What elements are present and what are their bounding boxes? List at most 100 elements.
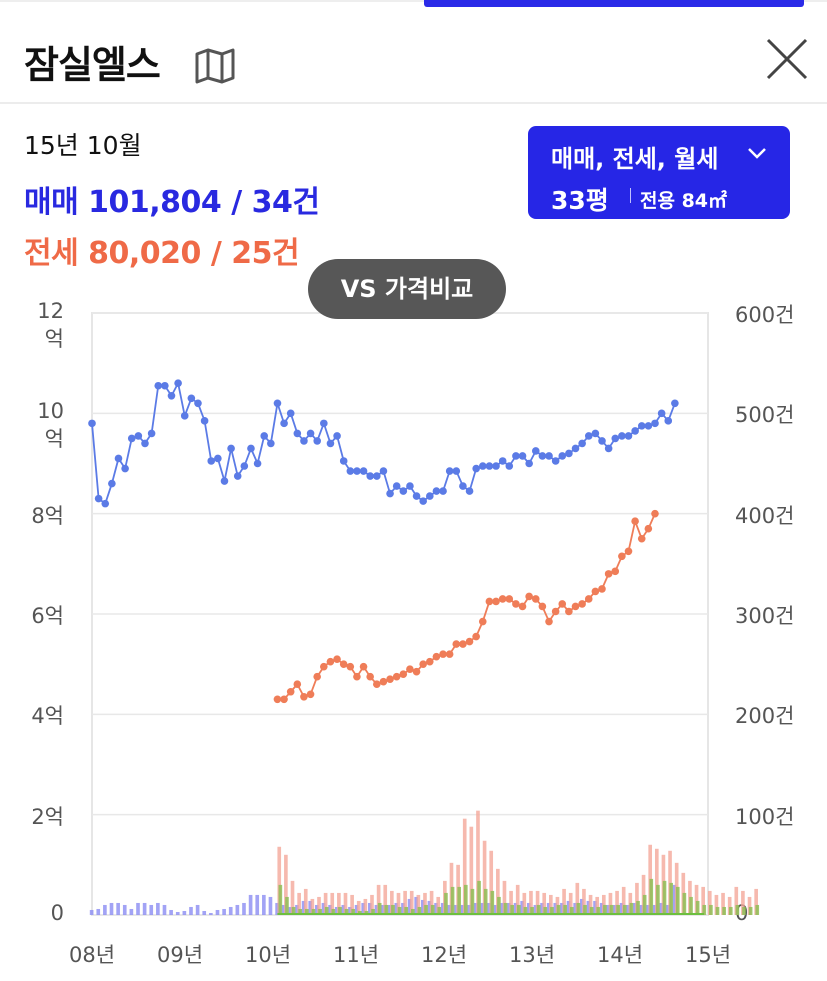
volume-bar	[394, 902, 399, 915]
data-point	[392, 672, 401, 681]
x-tick-label: 10년	[244, 943, 292, 967]
volume-bar	[487, 902, 491, 915]
data-point	[624, 547, 633, 556]
volume-bar	[549, 894, 553, 915]
volume-bar	[308, 900, 313, 915]
volume-bar	[424, 904, 428, 915]
series-line	[277, 513, 656, 701]
data-point	[200, 417, 209, 425]
volume-bar	[707, 890, 712, 915]
volume-bar	[430, 904, 435, 915]
volume-bar	[560, 902, 564, 915]
data-point	[273, 695, 282, 704]
data-point	[538, 602, 547, 611]
volume-bar	[149, 904, 154, 915]
data-point	[558, 600, 567, 608]
data-point	[127, 434, 136, 443]
data-point	[161, 381, 169, 390]
volume-bar	[520, 900, 524, 915]
volume-bar	[536, 904, 541, 915]
volume-bar	[596, 906, 601, 915]
data-point	[465, 637, 474, 646]
volume-bar	[701, 886, 705, 915]
volume-bar	[535, 890, 540, 915]
volume-bar	[748, 906, 753, 915]
volume-bar	[656, 884, 660, 915]
volume-bar	[586, 900, 591, 915]
volume-bar	[523, 906, 528, 915]
volume-bar	[374, 904, 379, 915]
price-history-chart	[88, 312, 760, 916]
data-point	[644, 422, 653, 430]
volume-bar	[384, 904, 389, 915]
data-point	[300, 692, 308, 701]
close-icon[interactable]	[764, 36, 810, 82]
volume-bar	[727, 896, 732, 915]
y-right-tick-label: 600건	[735, 303, 795, 327]
volume-bar	[116, 902, 120, 915]
data-point	[538, 452, 547, 460]
data-point	[637, 422, 646, 430]
volume-bar	[284, 854, 288, 915]
volume-bar	[351, 908, 356, 915]
volume-bar	[715, 906, 720, 915]
data-point	[432, 652, 441, 661]
data-point	[320, 662, 328, 671]
data-point	[293, 429, 302, 438]
filter-separator	[630, 188, 631, 203]
data-point	[452, 467, 461, 475]
data-point	[300, 437, 308, 445]
x-tick-label: 08년	[68, 943, 116, 967]
volume-bar	[361, 902, 366, 915]
volume-bar	[317, 896, 321, 915]
data-point	[346, 467, 355, 475]
volume-bar	[496, 868, 500, 915]
data-point	[108, 479, 116, 488]
map-icon[interactable]	[194, 46, 236, 86]
volume-bar	[89, 909, 94, 915]
compare-price-button[interactable]: VS 가격비교	[308, 259, 506, 319]
volume-bar	[377, 902, 382, 915]
data-point	[372, 680, 381, 689]
y-left-tick-label: 12억	[37, 299, 64, 351]
data-point	[584, 432, 593, 440]
volume-bar	[502, 880, 507, 915]
data-point	[459, 482, 467, 490]
data-point	[366, 472, 374, 480]
data-point	[551, 457, 560, 465]
volume-bar	[417, 906, 422, 915]
data-point	[651, 419, 659, 428]
volume-bar	[489, 850, 494, 915]
volume-bar	[500, 902, 505, 915]
data-point	[247, 444, 255, 453]
data-point	[359, 467, 368, 475]
volume-bar	[396, 892, 401, 915]
volume-bar	[298, 908, 303, 915]
volume-bar	[556, 904, 561, 915]
volume-bar	[632, 902, 637, 915]
y-left-tick-label: 2억	[31, 804, 64, 829]
volume-bar	[278, 884, 283, 915]
x-tick-label: 12년	[420, 943, 468, 967]
volume-bar	[482, 840, 487, 915]
volume-bar	[262, 894, 266, 915]
volume-bar	[576, 902, 581, 915]
volume-bar	[275, 902, 279, 915]
volume-bar	[370, 894, 374, 915]
volume-bar	[175, 911, 180, 915]
volume-bar	[363, 898, 368, 915]
volume-bar	[493, 904, 498, 915]
sale-price-summary: 매매 101,804 / 34건	[24, 185, 320, 220]
volume-bar	[202, 910, 207, 915]
data-point	[631, 427, 639, 435]
data-point	[472, 632, 480, 641]
deal-filter-button[interactable]: 매매, 전세, 월세 33평 전용 84㎡	[528, 126, 790, 219]
volume-bar	[324, 906, 329, 915]
volume-bar	[344, 908, 349, 915]
volume-bar	[510, 904, 514, 915]
volume-bar	[297, 892, 301, 915]
volume-bar	[189, 906, 193, 915]
data-point	[611, 567, 620, 576]
volume-bar	[742, 906, 746, 915]
volume-bar	[156, 902, 160, 915]
